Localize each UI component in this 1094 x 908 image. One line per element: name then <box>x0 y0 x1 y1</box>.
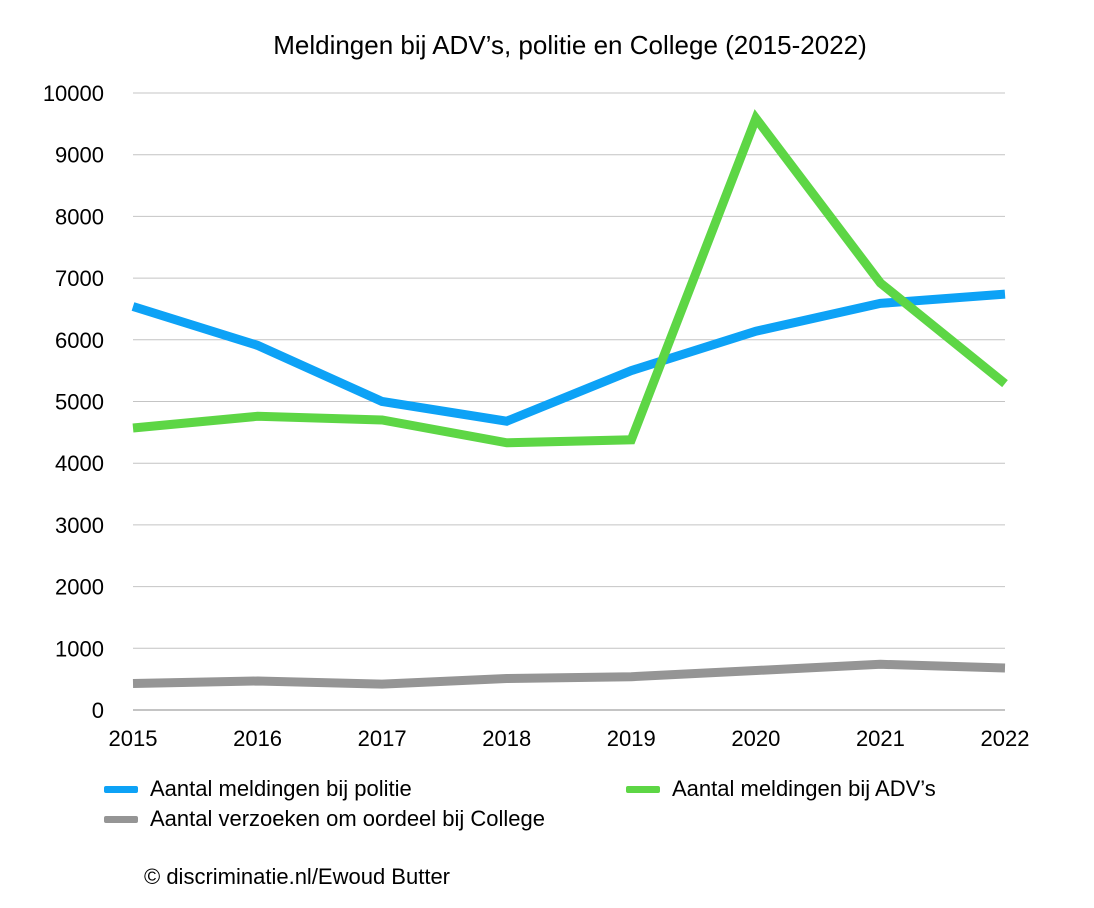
copyright-text: © discriminatie.nl/Ewoud Butter <box>144 864 451 889</box>
y-tick-label: 10000 <box>43 81 104 106</box>
y-tick-label: 9000 <box>55 143 104 168</box>
series-line-1 <box>131 289 1006 426</box>
legend-label: Aantal verzoeken om oordeel bij College <box>150 806 546 831</box>
x-axis-ticks: 2015 2016 2017 2018 2019 2020 2021 2022 <box>109 726 1030 751</box>
x-tick-label: 2015 <box>109 726 158 751</box>
y-tick-label: 0 <box>92 698 104 723</box>
chart-title: Meldingen bij ADV’s, politie en College … <box>273 30 867 60</box>
y-tick-label: 8000 <box>55 204 104 229</box>
x-tick-label: 2018 <box>482 726 531 751</box>
x-tick-label: 2022 <box>981 726 1030 751</box>
legend-item-3: Aantal verzoeken om oordeel bij College <box>104 806 545 832</box>
x-tick-label: 2016 <box>233 726 282 751</box>
x-tick-label: 2019 <box>607 726 656 751</box>
legend-item-1: Aantal meldingen bij politie <box>104 776 412 802</box>
x-tick-label: 2021 <box>856 726 905 751</box>
legend-label: Aantal meldingen bij ADV’s <box>672 776 936 801</box>
y-tick-label: 2000 <box>55 575 104 600</box>
y-axis-ticks: 0 1000 2000 3000 4000 5000 6000 7000 8000 9000 100… <box>43 81 104 723</box>
series-lines <box>131 109 1008 689</box>
x-tick-label: 2017 <box>358 726 407 751</box>
legend-swatch <box>626 785 660 793</box>
y-tick-label: 1000 <box>55 636 104 661</box>
y-tick-label: 4000 <box>55 451 104 476</box>
y-tick-label: 5000 <box>55 390 104 415</box>
x-tick-label: 2020 <box>731 726 780 751</box>
gridlines <box>133 92 1005 711</box>
y-tick-label: 7000 <box>55 266 104 291</box>
y-tick-label: 6000 <box>55 328 104 353</box>
legend-label: Aantal meldingen bij politie <box>150 776 412 801</box>
y-tick-label: 3000 <box>55 513 104 538</box>
series-line-3 <box>132 659 1006 689</box>
legend-item-2: Aantal meldingen bij ADV’s <box>626 776 936 802</box>
legend-swatch <box>104 785 138 793</box>
series-line-2 <box>132 109 1008 448</box>
legend-swatch <box>104 815 138 823</box>
